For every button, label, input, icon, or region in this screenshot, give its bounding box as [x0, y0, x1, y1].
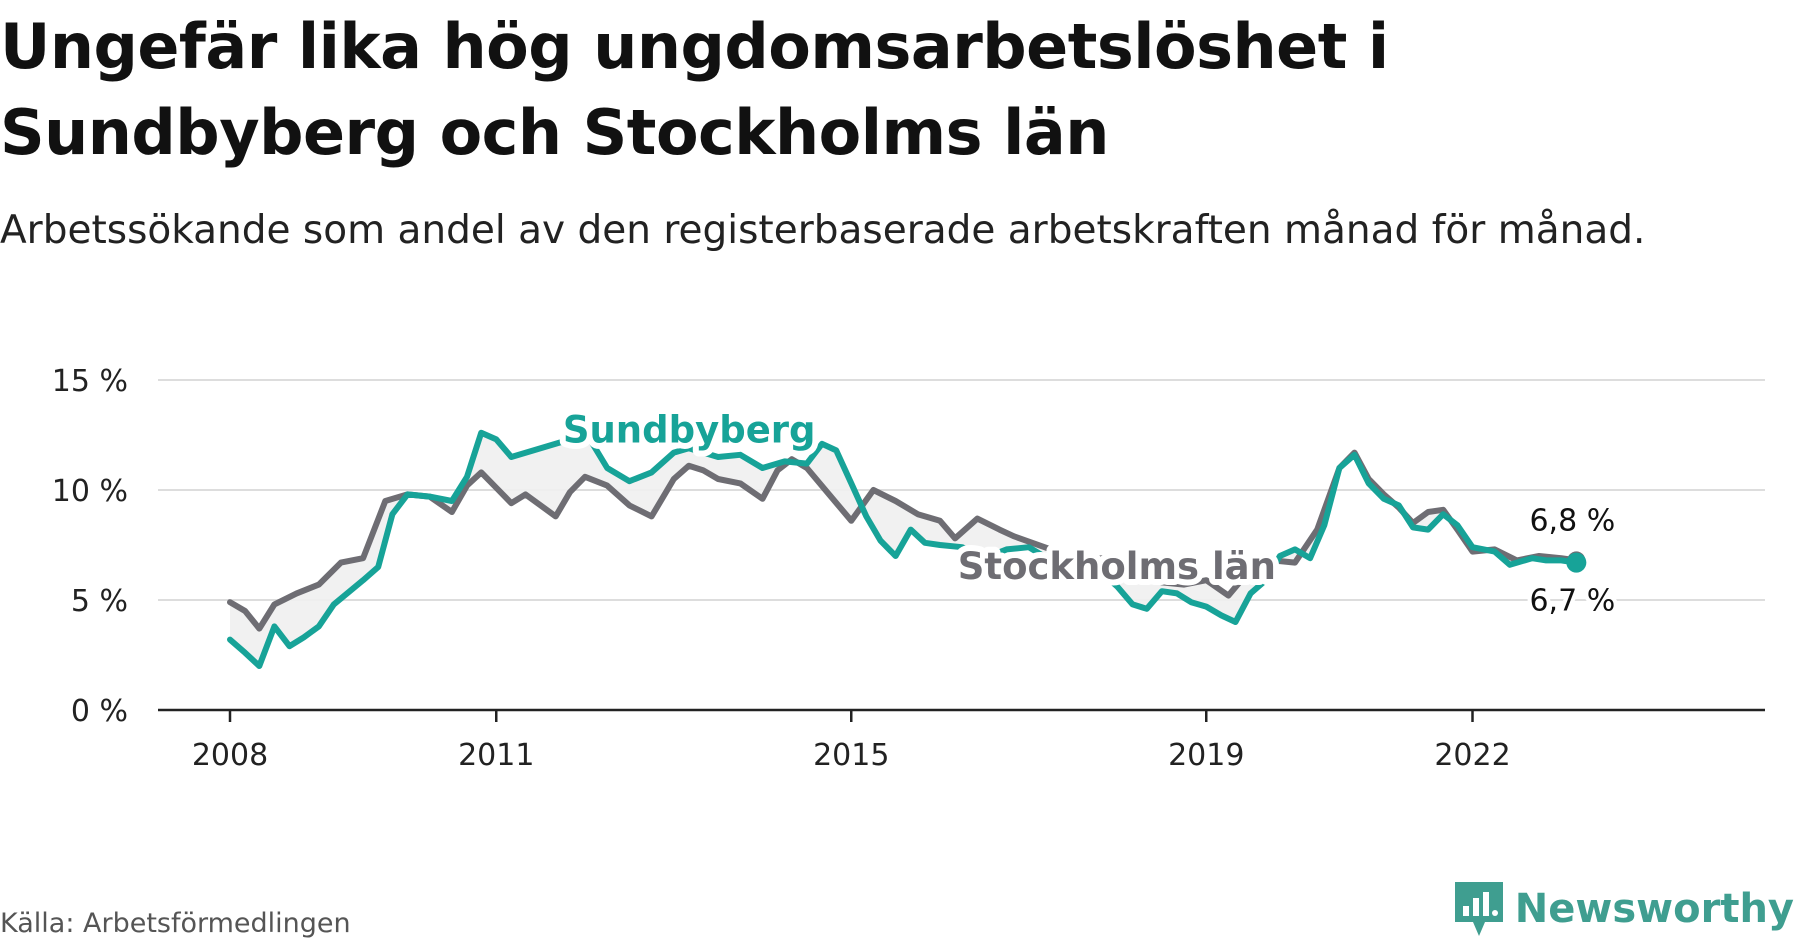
end-label-stockholms-lan: 6,8 %	[1529, 503, 1615, 538]
end-label-sundbyberg-halo: 6,7 %	[1529, 584, 1615, 619]
brand-name: Newsworthy	[1514, 886, 1794, 932]
chart-title: Ungefär lika hög ungdomsarbetslöshet i S…	[0, 10, 1389, 169]
x-tick-label: 2015	[813, 738, 889, 773]
newsworthy-logo-icon	[1454, 882, 1503, 936]
brand-logo[interactable]: Newsworthy	[1453, 880, 1794, 938]
source-note: Källa: Arbetsförmedlingen	[0, 908, 351, 939]
y-tick-label: 10 %	[52, 474, 128, 509]
chart-subtitle: Arbetssökande som andel av den registerb…	[0, 208, 1646, 253]
end-label-sundbyberg: 6,7 %	[1529, 584, 1615, 619]
y-tick-label: 0 %	[71, 694, 128, 729]
end-point-sundbyberg	[1566, 552, 1587, 573]
x-tick-label: 2022	[1434, 738, 1510, 773]
end-label-stockholms-lan-halo: 6,8 %	[1529, 503, 1615, 538]
series-line-stockholms-lan	[227, 449, 1580, 632]
series-label-stockholms-lan: Stockholms län	[958, 545, 1276, 588]
y-tick-label: 5 %	[71, 584, 128, 619]
series-label-stockholms-lan-halo: Stockholms län	[958, 545, 1276, 588]
series-label-sundbyberg: Sundbyberg	[563, 408, 816, 451]
x-tick-label: 2019	[1168, 738, 1244, 773]
y-tick-label: 15 %	[52, 364, 128, 399]
x-tick-label: 2008	[192, 738, 268, 773]
series-label-sundbyberg-halo: Sundbyberg	[563, 408, 816, 451]
x-tick-label: 2011	[458, 738, 534, 773]
series-line-sundbyberg	[227, 416, 1580, 669]
